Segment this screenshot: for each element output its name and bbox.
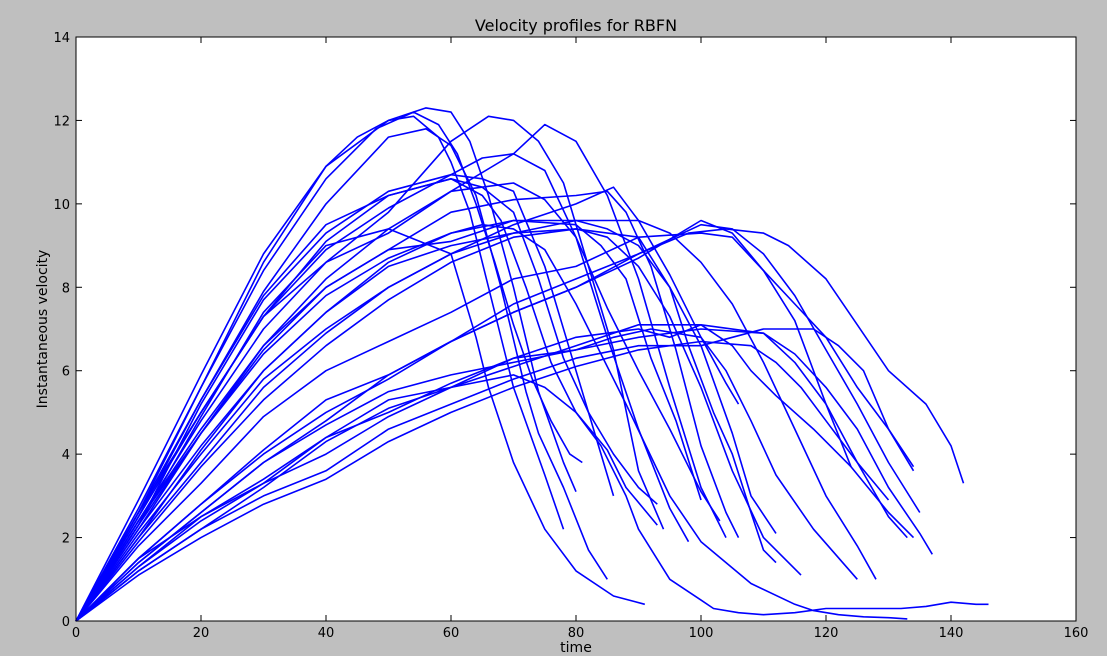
series-line-12 <box>75 190 740 622</box>
series-line-17 <box>75 228 802 622</box>
series-line-24 <box>75 219 852 622</box>
x-tick-label: 0 <box>72 626 80 641</box>
series-line-15 <box>75 219 777 622</box>
series-line-29 <box>75 328 915 622</box>
series-line-11 <box>75 182 721 622</box>
y-tick-label: 14 <box>53 31 70 46</box>
series-line-19 <box>75 186 740 622</box>
series-line-5 <box>75 228 646 622</box>
series-line-18 <box>75 228 777 622</box>
series-line-3 <box>75 111 583 622</box>
series-line-10 <box>75 115 665 622</box>
x-axis-label: time <box>560 640 592 656</box>
x-tick-label: 60 <box>443 626 460 641</box>
series-line-31 <box>75 324 915 622</box>
y-tick-label: 0 <box>62 615 70 630</box>
chart-title: Velocity profiles for RBFN <box>475 16 677 35</box>
series-line-28 <box>75 328 908 622</box>
x-tick-label: 40 <box>318 626 335 641</box>
plot-area <box>76 37 1076 621</box>
plot-frame <box>75 36 1077 622</box>
y-tick-label: 8 <box>62 281 70 296</box>
tick-layer: 0 20 40 60 80 100 120 140 160 0 2 4 6 8 10 12 14 <box>53 31 1088 641</box>
y-tick-label: 6 <box>62 365 70 380</box>
x-tick-label: 20 <box>193 626 210 641</box>
y-axis-label: Instantaneous velocity <box>35 250 51 409</box>
y-tick-label: 4 <box>62 448 70 463</box>
y-tick-label: 2 <box>62 532 70 547</box>
x-tick-label: 80 <box>568 626 585 641</box>
series-line-27 <box>75 324 933 622</box>
y-tick-label: 12 <box>53 114 70 129</box>
x-tick-label: 160 <box>1064 626 1089 641</box>
series-layer <box>75 107 989 622</box>
series-line-21 <box>75 232 915 622</box>
series-line-30 <box>75 340 890 622</box>
x-tick-label: 140 <box>939 626 964 641</box>
series-line-13 <box>75 123 727 622</box>
y-tick-label: 10 <box>53 198 70 213</box>
series-line-2 <box>75 107 577 622</box>
series-line-1 <box>75 115 565 622</box>
x-tick-label: 100 <box>689 626 714 641</box>
series-line-25 <box>75 374 989 622</box>
x-tick-label: 120 <box>814 626 839 641</box>
series-line-20 <box>75 219 877 622</box>
